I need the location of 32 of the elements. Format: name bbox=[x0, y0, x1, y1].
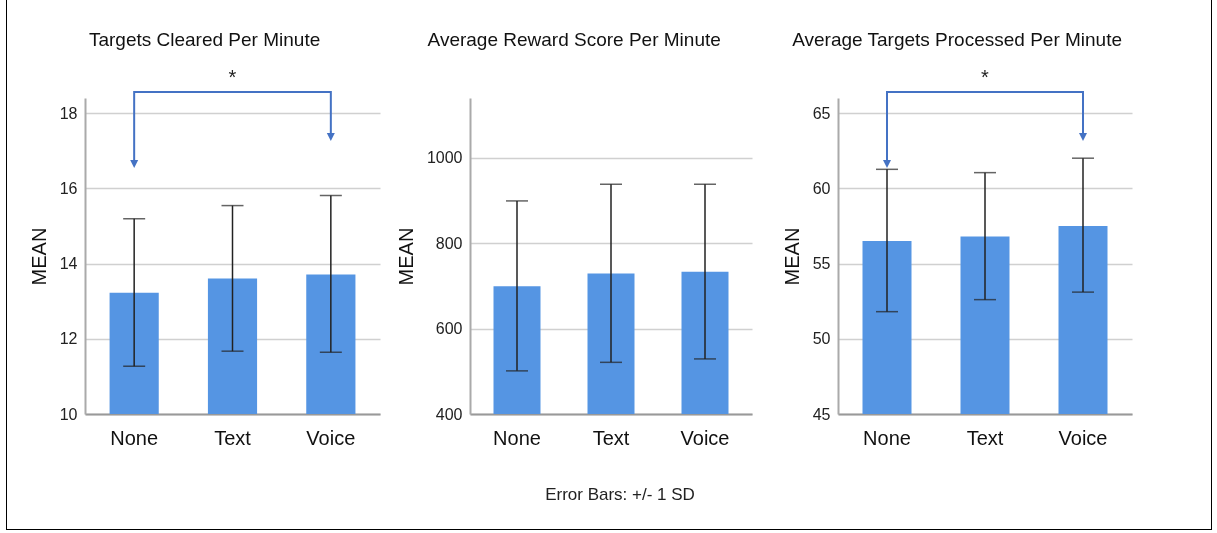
y-tick-label: 1000 bbox=[426, 149, 463, 167]
x-tick-label: Voice bbox=[680, 426, 730, 449]
x-tick-label: Voice bbox=[1058, 426, 1108, 449]
y-tick-label: 65 bbox=[812, 104, 831, 122]
y-tick-label: 50 bbox=[812, 330, 831, 348]
x-tick-label: Voice bbox=[306, 426, 356, 449]
y-tick-label: 60 bbox=[812, 179, 831, 197]
chart-title: Average Targets Processed Per Minute bbox=[792, 29, 1123, 50]
x-tick-label: Text bbox=[592, 426, 630, 449]
y-axis-title: MEAN bbox=[27, 227, 50, 286]
y-tick-label: 12 bbox=[59, 330, 78, 348]
y-axis-title: MEAN bbox=[394, 227, 417, 286]
y-tick-label: 800 bbox=[435, 234, 463, 252]
y-tick-label: 14 bbox=[59, 255, 78, 273]
chart-title: Targets Cleared Per Minute bbox=[88, 29, 321, 50]
x-tick-label: Text bbox=[966, 426, 1004, 449]
x-tick-label: None bbox=[863, 426, 911, 449]
y-tick-label: 600 bbox=[435, 320, 463, 338]
y-tick-label: 18 bbox=[59, 104, 78, 122]
chart-title: Average Reward Score Per Minute bbox=[427, 29, 721, 50]
y-tick-label: 55 bbox=[812, 255, 831, 273]
y-tick-label: 16 bbox=[59, 179, 78, 197]
x-tick-label: None bbox=[493, 426, 541, 449]
text: * bbox=[228, 66, 237, 89]
text: Error Bars: +/- 1 SD bbox=[545, 485, 695, 505]
y-tick-label: 10 bbox=[59, 405, 78, 423]
x-tick-label: Text bbox=[214, 426, 252, 449]
y-axis-title: MEAN bbox=[780, 227, 803, 286]
text: * bbox=[981, 66, 989, 89]
y-tick-label: 45 bbox=[812, 405, 831, 423]
y-tick-label: 400 bbox=[435, 405, 463, 423]
x-tick-label: None bbox=[110, 426, 159, 449]
